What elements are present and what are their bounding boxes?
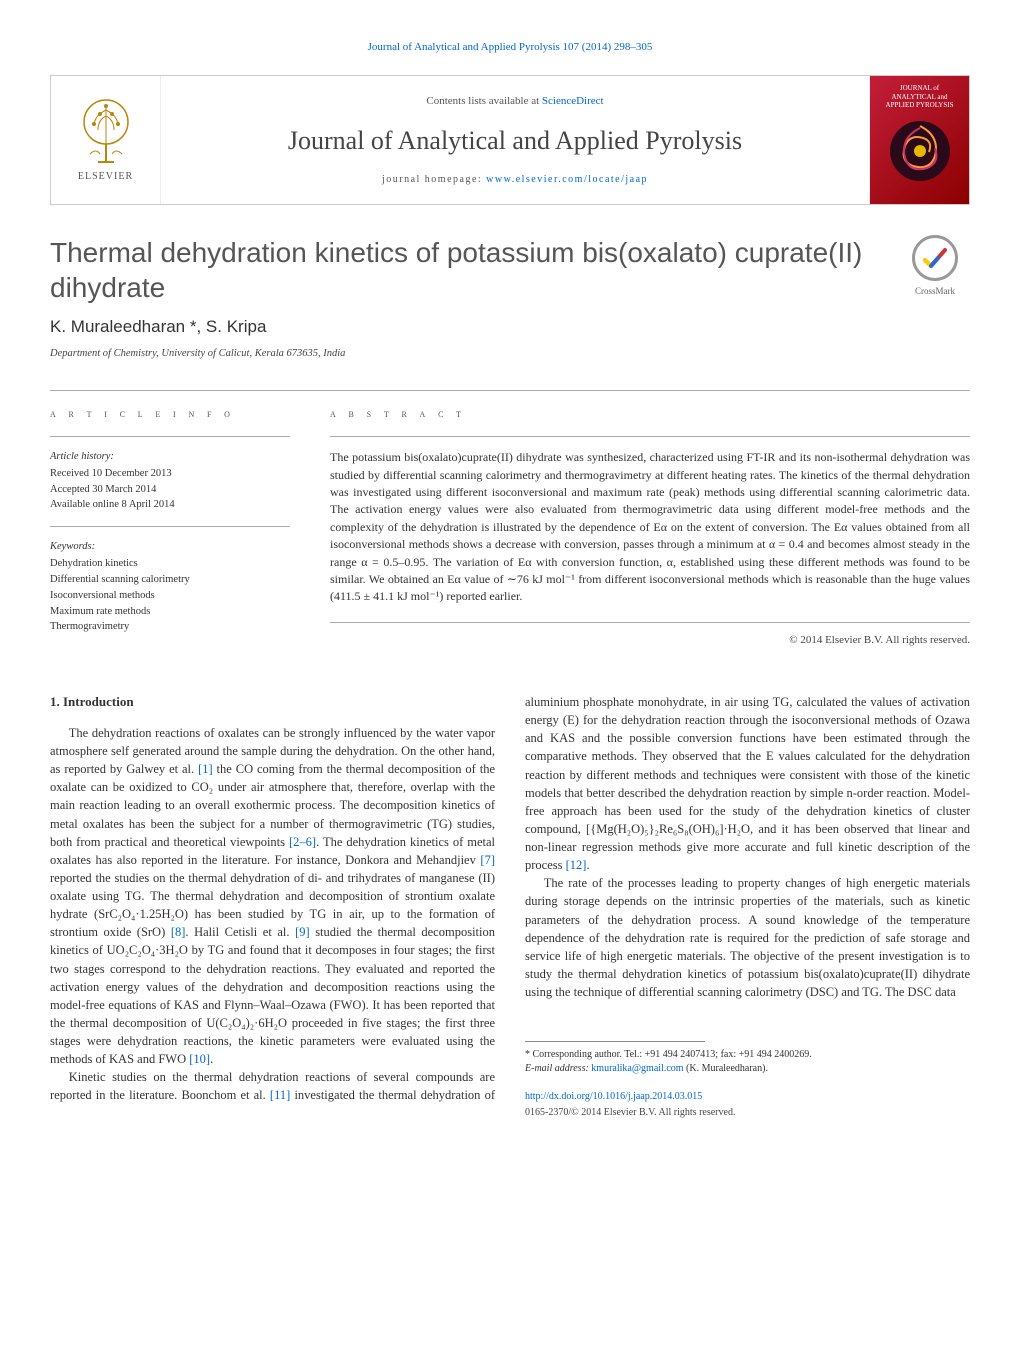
journal-title: Journal of Analytical and Applied Pyroly… bbox=[288, 123, 742, 159]
ref-link[interactable]: [12] bbox=[566, 858, 587, 872]
ref-link[interactable]: [8] bbox=[171, 925, 186, 939]
email-name: (K. Muraleedharan). bbox=[684, 1063, 768, 1074]
body-para-1: The dehydration reactions of oxalates ca… bbox=[50, 724, 495, 1068]
contents-prefix: Contents lists available at bbox=[426, 95, 541, 107]
sciencedirect-link[interactable]: ScienceDirect bbox=[542, 95, 604, 107]
publisher-name: ELSEVIER bbox=[78, 170, 133, 184]
article-title: Thermal dehydration kinetics of potassiu… bbox=[50, 235, 900, 305]
journal-homepage-line: journal homepage: www.elsevier.com/locat… bbox=[382, 173, 648, 187]
affiliation: Department of Chemistry, University of C… bbox=[50, 347, 970, 362]
keyword: Dehydration kinetics bbox=[50, 556, 290, 572]
authors: K. Muraleedharan *, S. Kripa bbox=[50, 315, 970, 339]
contents-lists-line: Contents lists available at ScienceDirec… bbox=[426, 94, 603, 109]
cover-thumb-label: JOURNAL of ANALYTICAL and APPLIED PYROLY… bbox=[878, 84, 961, 109]
body-text: . bbox=[586, 858, 589, 872]
history-accepted: Accepted 30 March 2014 bbox=[50, 482, 290, 497]
corresponding-author: * Corresponding author. Tel.: +91 494 24… bbox=[525, 1048, 970, 1062]
masthead-center: Contents lists available at ScienceDirec… bbox=[161, 76, 869, 204]
abstract-rule bbox=[330, 436, 970, 437]
masthead: ELSEVIER Contents lists available at Sci… bbox=[50, 75, 970, 205]
keywords-subhead: Keywords: bbox=[50, 539, 290, 554]
issn-line: 0165-2370/© 2014 Elsevier B.V. All right… bbox=[525, 1106, 970, 1120]
history-online: Available online 8 April 2014 bbox=[50, 497, 290, 512]
info-rule-2 bbox=[50, 526, 290, 527]
email-link[interactable]: kmuralika@gmail.com bbox=[591, 1063, 683, 1074]
ref-link[interactable]: [7] bbox=[480, 853, 495, 867]
abstract-column: a b s t r a c t The potassium bis(oxalat… bbox=[330, 407, 970, 649]
corresponding-email-line: E-mail address: kmuralika@gmail.com (K. … bbox=[525, 1062, 970, 1076]
email-label: E-mail address: bbox=[525, 1063, 591, 1074]
body-columns: 1. Introduction The dehydration reaction… bbox=[50, 693, 970, 1120]
footer-block: * Corresponding author. Tel.: +91 494 24… bbox=[525, 1041, 970, 1120]
doi-line: http://dx.doi.org/10.1016/j.jaap.2014.03… bbox=[525, 1090, 970, 1104]
publisher-logo: ELSEVIER bbox=[51, 76, 161, 204]
abstract-heading: a b s t r a c t bbox=[330, 407, 970, 422]
ref-link[interactable]: [2–6] bbox=[289, 835, 316, 849]
footer-rule bbox=[525, 1041, 705, 1042]
abstract-text: The potassium bis(oxalato)cuprate(II) di… bbox=[330, 449, 970, 623]
crossmark-badge[interactable]: CrossMark bbox=[900, 235, 970, 298]
keyword: Maximum rate methods bbox=[50, 604, 290, 620]
ref-link[interactable]: [1] bbox=[198, 762, 213, 776]
ref-link[interactable]: [9] bbox=[295, 925, 310, 939]
keyword: Isoconversional methods bbox=[50, 588, 290, 604]
crossmark-label: CrossMark bbox=[900, 285, 970, 298]
journal-cover-thumb: JOURNAL of ANALYTICAL and APPLIED PYROLY… bbox=[869, 76, 969, 204]
keyword: Differential scanning calorimetry bbox=[50, 572, 290, 588]
doi-link[interactable]: http://dx.doi.org/10.1016/j.jaap.2014.03… bbox=[525, 1091, 702, 1102]
body-text: . bbox=[210, 1052, 213, 1066]
keyword: Thermogravimetry bbox=[50, 619, 290, 635]
ref-link[interactable]: [10] bbox=[189, 1052, 210, 1066]
body-para-3: The rate of the processes leading to pro… bbox=[525, 874, 970, 1001]
ref-link[interactable]: [11] bbox=[270, 1088, 290, 1102]
article-info-column: a r t i c l e i n f o Article history: R… bbox=[50, 407, 290, 649]
info-rule-1 bbox=[50, 436, 290, 437]
article-info-heading: a r t i c l e i n f o bbox=[50, 407, 290, 422]
crossmark-icon bbox=[921, 244, 949, 272]
body-text: studied the thermal decomposition kineti… bbox=[50, 925, 495, 1066]
cover-swirl-icon bbox=[885, 116, 955, 186]
homepage-prefix: journal homepage: bbox=[382, 174, 486, 185]
abstract-copyright: © 2014 Elsevier B.V. All rights reserved… bbox=[330, 633, 970, 648]
homepage-link[interactable]: www.elsevier.com/locate/jaap bbox=[486, 174, 648, 185]
history-received: Received 10 December 2013 bbox=[50, 466, 290, 481]
body-text: . Halil Cetisli et al. bbox=[185, 925, 295, 939]
elsevier-tree-icon bbox=[76, 96, 136, 166]
section-heading-intro: 1. Introduction bbox=[50, 693, 495, 712]
history-subhead: Article history: bbox=[50, 449, 290, 464]
running-head: Journal of Analytical and Applied Pyroly… bbox=[50, 40, 970, 55]
